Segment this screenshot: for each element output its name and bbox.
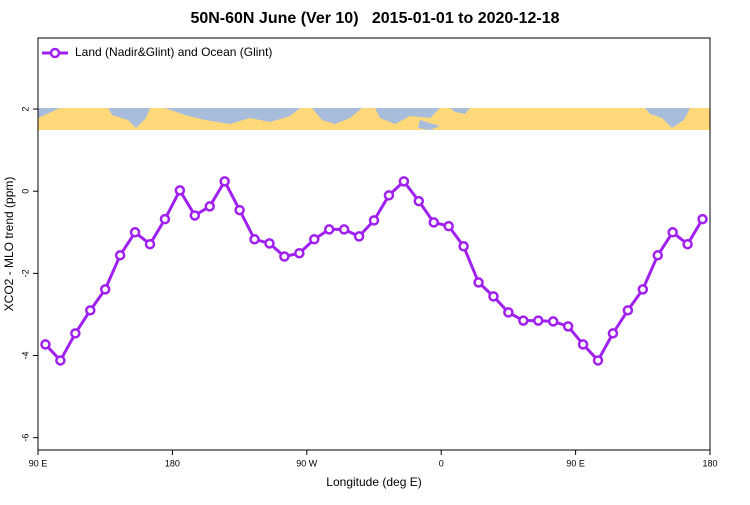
y-tick-label: -6 [20,434,30,442]
data-point [174,185,186,196]
data-point [398,176,410,187]
legend-label: Land (Nadir&Glint) and Ocean (Glint) [75,45,272,59]
chart-title: 50N-60N June (Ver 10) 2015-01-01 to 2020… [190,10,559,27]
data-point [518,315,529,326]
data-point [129,227,141,238]
data-point [562,321,574,332]
plot-frame [37,37,711,451]
legend-marker [49,47,61,59]
series-line [44,178,704,363]
data-point [264,238,275,249]
data-point [622,305,634,316]
data-point [189,210,201,221]
x-tick-label: 180 [165,458,180,468]
data-point [55,355,66,366]
x-axis-title: Longitude (deg E) [326,475,421,489]
data-point [637,284,649,295]
data-point [488,291,499,302]
data-point [443,220,454,232]
y-tick-label: -4 [20,352,30,360]
data-point [547,316,559,327]
data-point [458,241,469,252]
data-point [99,284,111,295]
data-point [652,250,663,261]
data-point [219,176,230,187]
data-point [697,213,708,225]
x-tick-label: 90 E [566,458,585,468]
data-point [607,328,619,339]
data-point [413,195,425,207]
data-point [40,339,51,350]
x-tick-label: 90 E [29,458,48,468]
data-point [577,339,589,350]
data-point [114,250,126,261]
data-point [473,277,484,288]
data-point [533,315,544,326]
data-point [294,247,305,259]
data-point [682,238,693,250]
data-point [428,217,439,228]
data-point [503,307,514,318]
map-band [38,108,710,130]
data-point [204,201,215,212]
x-tick-label: 180 [702,458,717,468]
data-point [249,234,260,245]
y-tick-label: 2 [20,107,30,112]
data-point [368,215,380,226]
y-tick-label: 0 [20,189,30,194]
data-point [592,355,604,366]
data-point [70,328,81,339]
x-tick-label: 90 W [296,458,318,468]
y-tick-label: -2 [20,269,30,277]
data-point [309,234,320,245]
y-axis-title: XCO2 - MLO trend (ppm) [2,177,16,312]
data-point [159,213,171,225]
x-tick-label: 0 [439,458,444,468]
data-point [667,227,678,238]
data-point [144,238,156,250]
data-point [323,224,335,235]
data-point [383,190,395,201]
data-point [338,224,350,235]
data-point [234,204,245,216]
data-point [85,305,96,316]
data-point [353,231,365,242]
data-point [279,251,290,262]
